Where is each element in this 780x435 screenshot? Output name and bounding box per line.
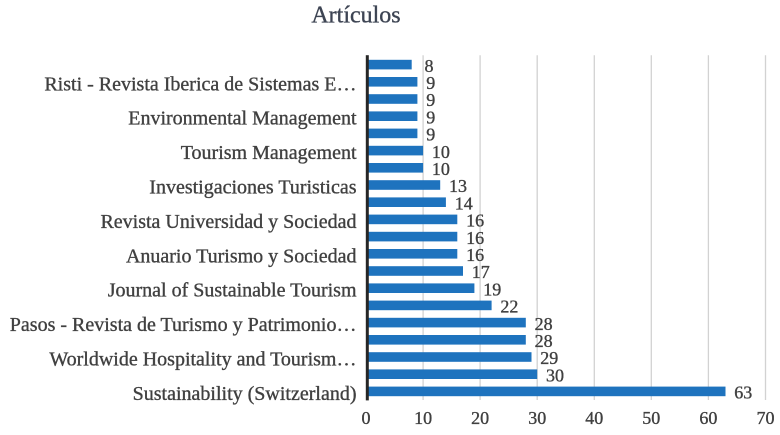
svg-text:16: 16 xyxy=(466,245,484,265)
svg-text:14: 14 xyxy=(455,193,473,213)
svg-text:Artículos: Artículos xyxy=(311,3,400,29)
svg-text:60: 60 xyxy=(699,408,717,428)
svg-text:30: 30 xyxy=(528,408,546,428)
svg-text:19: 19 xyxy=(483,279,501,299)
svg-text:29: 29 xyxy=(540,348,558,368)
svg-text:16: 16 xyxy=(466,211,484,231)
svg-text:13: 13 xyxy=(449,176,467,196)
svg-text:22: 22 xyxy=(500,297,518,317)
svg-text:Sustainability (Switzerland): Sustainability (Switzerland) xyxy=(133,383,357,405)
svg-text:9: 9 xyxy=(426,125,435,145)
svg-text:Risti - Revista Iberica de Sis: Risti - Revista Iberica de Sistemas E… xyxy=(44,73,356,95)
svg-text:Revista Universidad y Sociedad: Revista Universidad y Sociedad xyxy=(100,211,356,233)
svg-text:Pasos - Revista de Turismo y P: Pasos - Revista de Turismo y Patrimonio… xyxy=(10,314,357,336)
svg-text:Environmental Management: Environmental Management xyxy=(128,108,357,130)
svg-text:10: 10 xyxy=(432,159,450,179)
svg-text:9: 9 xyxy=(426,90,435,110)
svg-text:9: 9 xyxy=(426,107,435,127)
svg-text:Anuario Turismo y Sociedad: Anuario Turismo y Sociedad xyxy=(126,245,357,267)
svg-text:Investigaciones Turisticas: Investigaciones Turisticas xyxy=(149,177,356,199)
svg-text:Journal of Sustainable Tourism: Journal of Sustainable Tourism xyxy=(108,280,357,302)
svg-text:20: 20 xyxy=(471,408,489,428)
svg-text:70: 70 xyxy=(757,408,775,428)
svg-text:10: 10 xyxy=(414,408,432,428)
svg-text:16: 16 xyxy=(466,228,484,248)
svg-text:30: 30 xyxy=(546,365,564,385)
svg-text:28: 28 xyxy=(535,331,553,351)
svg-text:17: 17 xyxy=(472,262,490,282)
svg-text:63: 63 xyxy=(734,383,752,403)
svg-text:8: 8 xyxy=(425,56,434,76)
svg-text:9: 9 xyxy=(426,73,435,93)
svg-text:Worldwide Hospitality and Tour: Worldwide Hospitality and Tourism… xyxy=(49,349,356,371)
svg-text:0: 0 xyxy=(362,408,371,428)
svg-text:10: 10 xyxy=(432,142,450,162)
svg-text:50: 50 xyxy=(642,408,660,428)
svg-text:Tourism Management: Tourism Management xyxy=(181,142,357,164)
svg-text:40: 40 xyxy=(585,408,603,428)
svg-text:28: 28 xyxy=(535,314,553,334)
